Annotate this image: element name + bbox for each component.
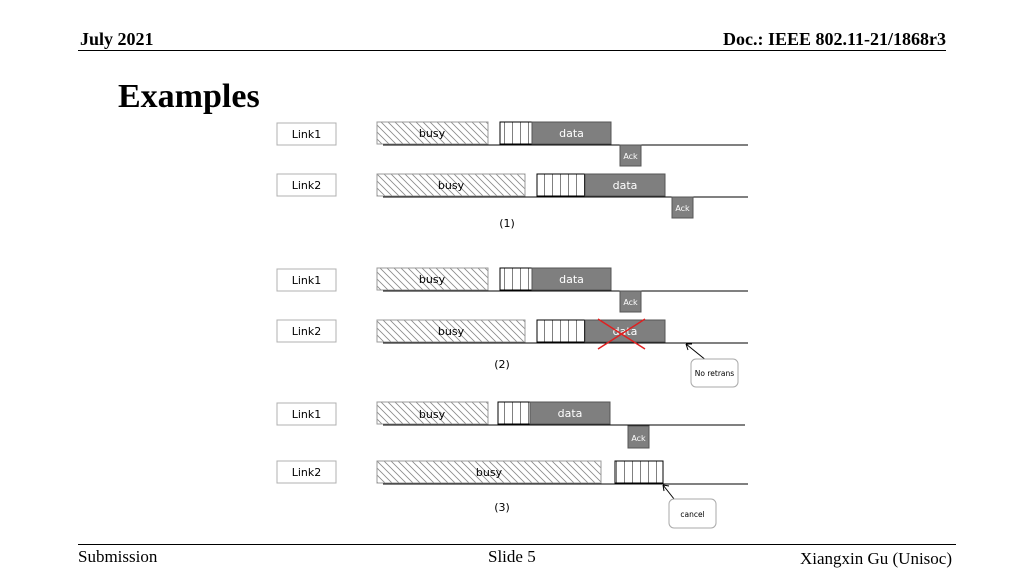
ack-frame	[619, 290, 642, 313]
example-1: Link1 busy data Ack Link2 busy data Ack …	[276, 121, 748, 230]
arrow-head-icon	[662, 484, 670, 492]
backoff-slots	[499, 121, 533, 145]
link2-label-box: Link2	[276, 319, 337, 343]
example-1-caption: (1)	[499, 217, 515, 230]
ack-frame	[671, 196, 694, 219]
data-label: data	[559, 127, 584, 140]
busy-label: busy	[438, 179, 465, 192]
busy-label: busy	[476, 466, 503, 479]
example-3-caption: (3)	[494, 501, 510, 514]
busy-label: busy	[438, 325, 465, 338]
example-2-caption: (2)	[494, 358, 510, 371]
data-frame	[529, 401, 611, 425]
footer-author: Xiangxin Gu (Unisoc)	[799, 549, 952, 568]
link1-label: Link1	[292, 128, 322, 141]
link1-label: Link1	[292, 408, 322, 421]
footer-divider	[78, 544, 956, 545]
example-3: Link1 busy data Ack Link2 busy cancel (3…	[276, 401, 748, 529]
link2-label-box: Link2	[276, 460, 337, 484]
ack-label: Ack	[631, 434, 646, 443]
footer-slide-number: Slide 5	[488, 547, 536, 566]
busy-block	[376, 173, 526, 197]
ack-label: Ack	[623, 152, 638, 161]
link1-label-box: Link1	[276, 122, 337, 146]
example-2: Link1 busy data Ack Link2 busy data No r…	[276, 267, 748, 388]
no-retrans-callout	[690, 358, 739, 388]
ack-frame	[619, 144, 642, 167]
busy-block	[376, 121, 489, 145]
header-divider	[78, 50, 946, 51]
link1-label: Link1	[292, 274, 322, 287]
footer-submission: Submission	[78, 547, 158, 566]
header-doc-id: Doc.: IEEE 802.11-21/1868r3	[723, 29, 946, 49]
busy-block	[376, 460, 602, 484]
cancel-callout	[668, 498, 717, 529]
no-retrans-label: No retrans	[695, 369, 734, 378]
data-label: data	[613, 179, 638, 192]
header-date: July 2021	[80, 29, 154, 49]
backoff-slots	[497, 401, 531, 425]
ack-frame	[627, 425, 650, 449]
link2-label-box: Link2	[276, 173, 337, 197]
data-frame	[531, 267, 612, 291]
busy-block	[376, 267, 489, 291]
busy-block	[376, 401, 489, 425]
busy-label: busy	[419, 127, 446, 140]
busy-label: busy	[419, 273, 446, 286]
backoff-slots	[499, 267, 533, 291]
ack-label: Ack	[623, 298, 638, 307]
data-label: data	[559, 273, 584, 286]
link2-label: Link2	[292, 179, 322, 192]
backoff-slots	[536, 319, 586, 343]
cancel-annotation: cancel	[662, 484, 717, 529]
arrow-head-icon	[685, 343, 692, 351]
no-retrans-annotation: No retrans	[685, 343, 739, 388]
ack-label: Ack	[675, 204, 690, 213]
busy-block	[376, 319, 526, 343]
link2-label: Link2	[292, 325, 322, 338]
data-frame	[584, 173, 666, 197]
data-label: data	[558, 407, 583, 420]
link1-label-box: Link1	[276, 268, 337, 292]
backoff-slots	[614, 460, 664, 484]
cancel-label: cancel	[680, 510, 704, 519]
data-frame	[531, 121, 612, 145]
busy-label: busy	[419, 408, 446, 421]
backoff-slots	[536, 173, 586, 197]
link1-label-box: Link1	[276, 402, 337, 426]
link2-label: Link2	[292, 466, 322, 479]
failed-cross-icon	[597, 318, 646, 350]
slide-title: Examples	[118, 78, 260, 115]
